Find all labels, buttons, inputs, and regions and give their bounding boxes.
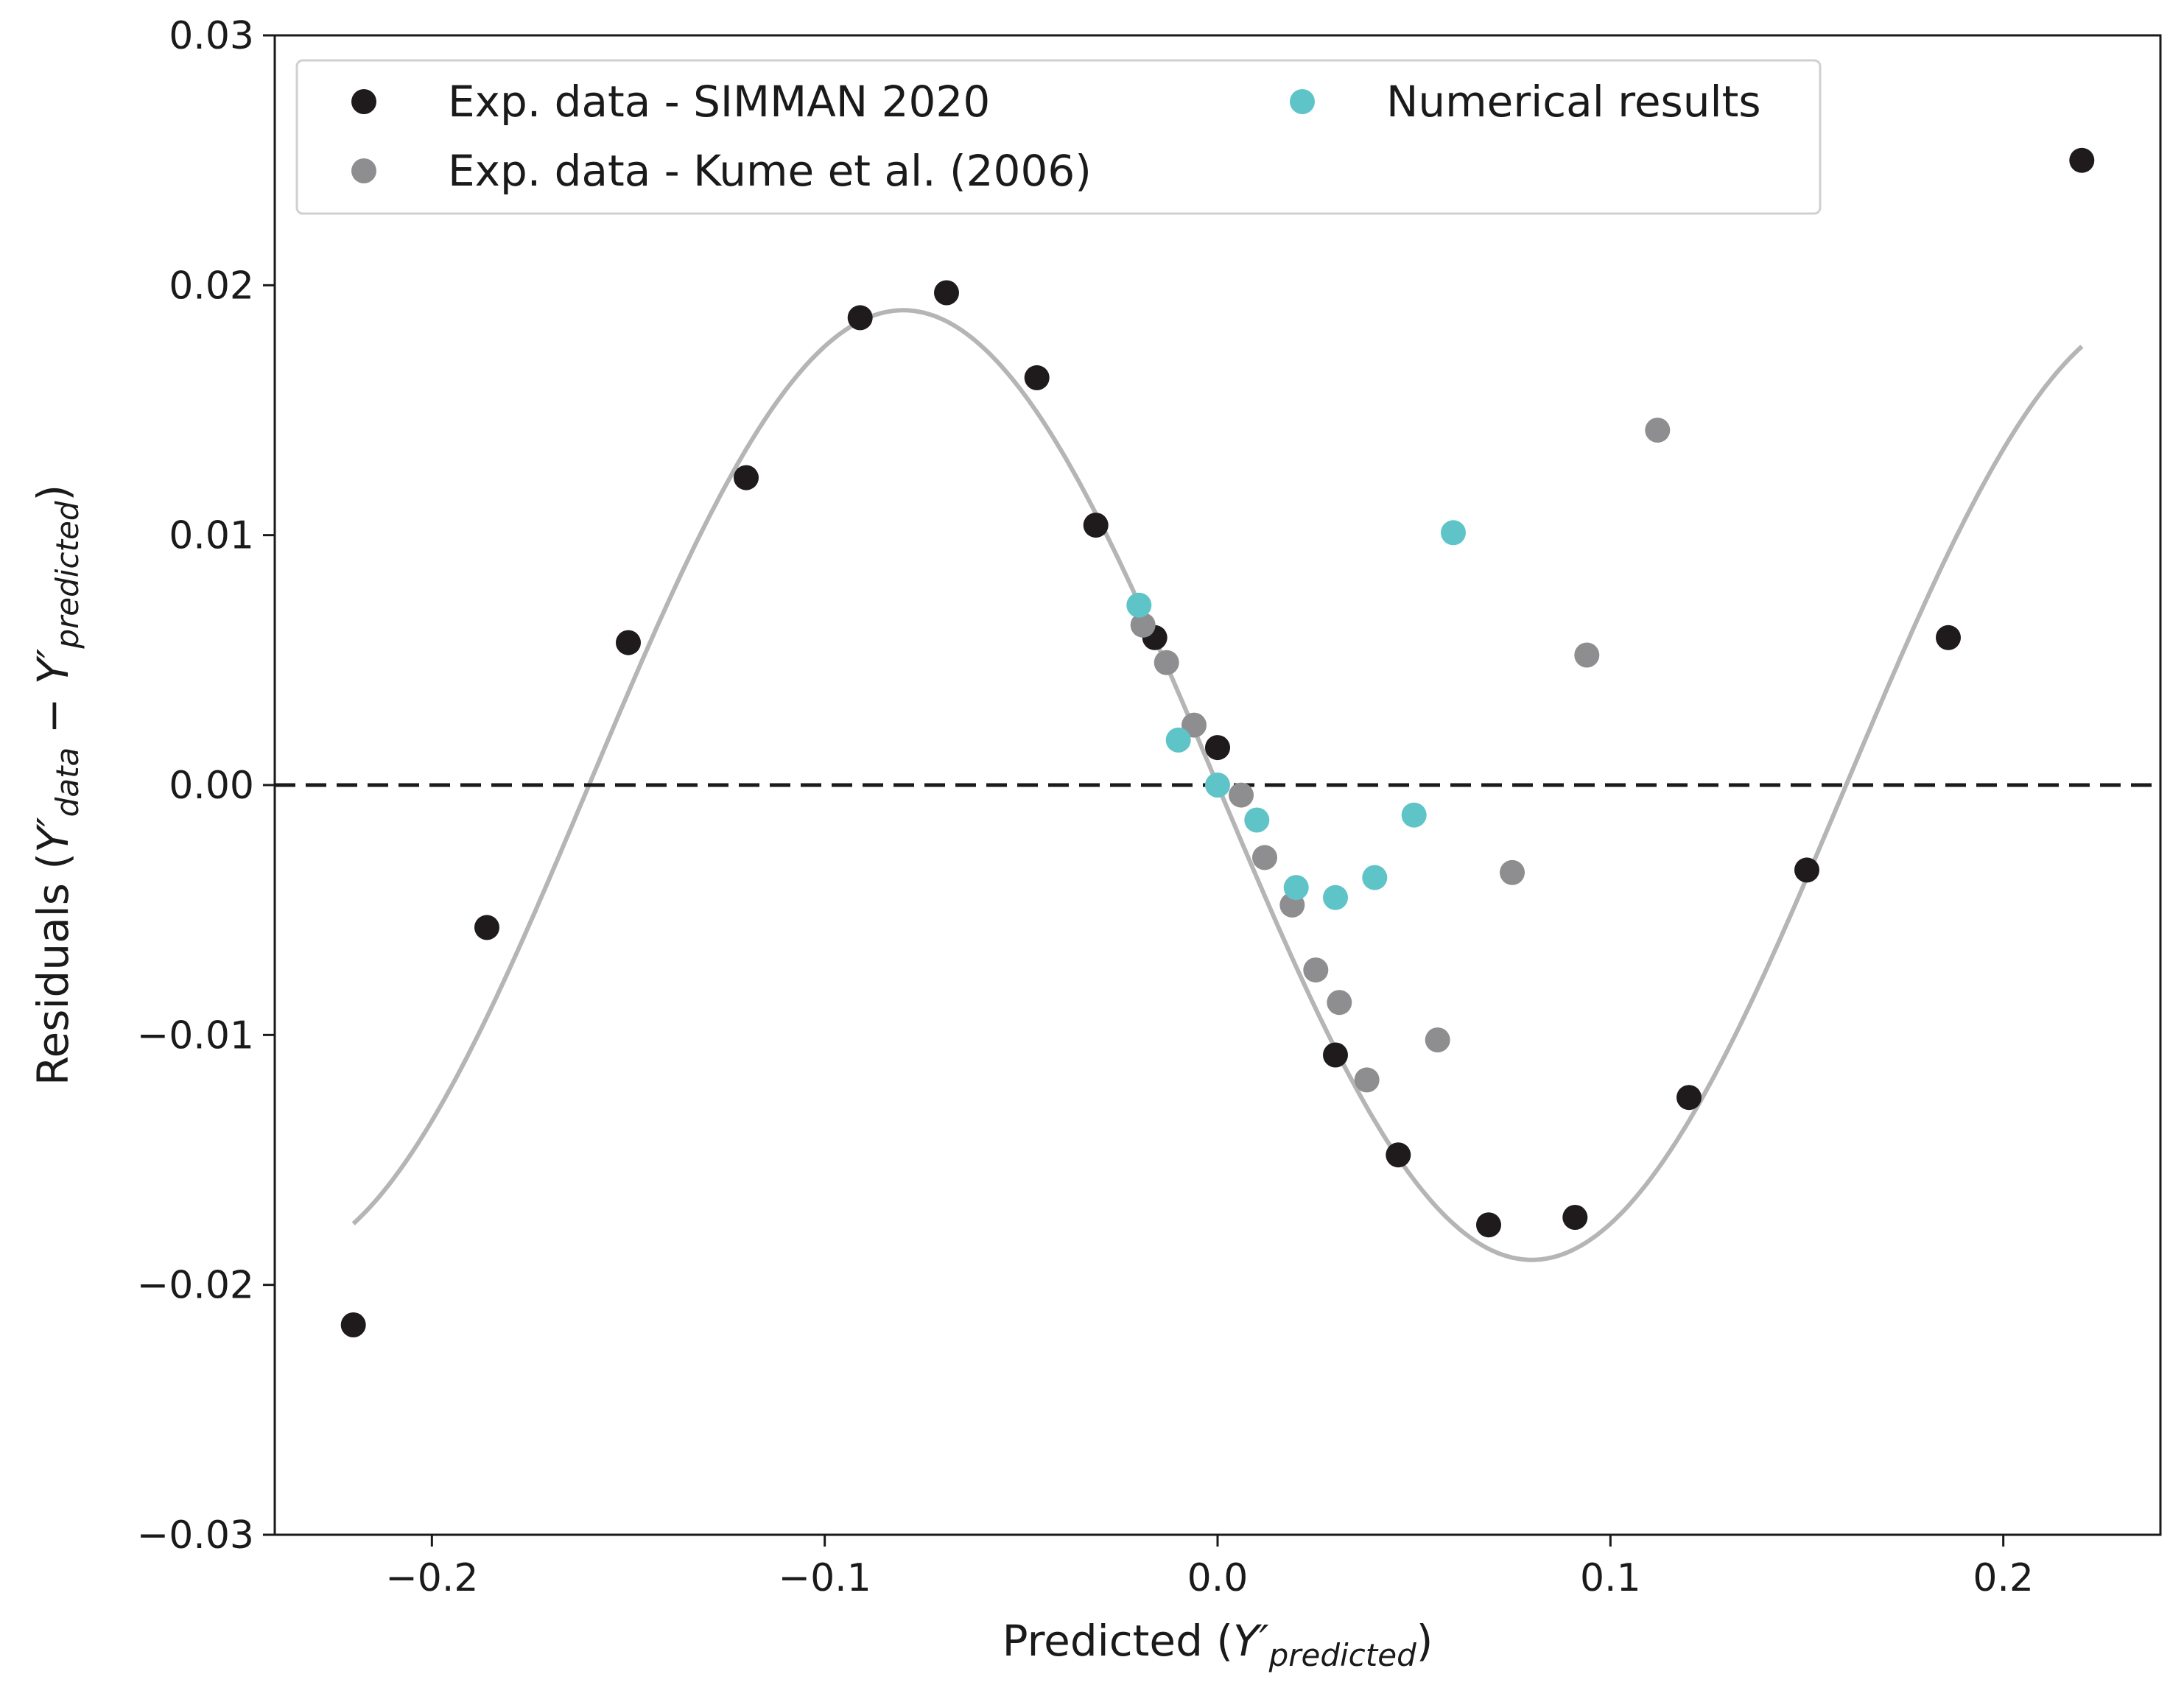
data-point xyxy=(1354,1067,1380,1093)
x-axis-label: Predicted (Y′predicted) xyxy=(1003,1616,1433,1673)
series-0 xyxy=(340,147,2095,1337)
y-tick-label: 0.02 xyxy=(169,264,254,308)
data-point xyxy=(1362,865,1388,890)
data-point xyxy=(1676,1085,1702,1111)
data-point xyxy=(1283,875,1309,901)
y-tick-label: 0.00 xyxy=(169,764,254,808)
data-point xyxy=(1401,802,1427,828)
y-tick-label: 0.03 xyxy=(169,14,254,58)
data-point xyxy=(1024,365,1050,390)
data-point xyxy=(1441,520,1466,546)
data-point xyxy=(1386,1142,1411,1168)
data-point xyxy=(1500,859,1525,885)
data-point xyxy=(1323,884,1348,910)
data-point xyxy=(1229,782,1254,808)
legend-label-kume: Exp. data - Kume et al. (2006) xyxy=(448,146,1092,196)
y-tick-label: 0.01 xyxy=(169,514,254,558)
series-2 xyxy=(1126,520,1466,910)
legend: Exp. data - SIMMAN 2020 Exp. data - Kume… xyxy=(295,59,1822,215)
y-tick-label: −0.01 xyxy=(137,1013,254,1058)
y-axis-ticks: −0.03 −0.02 −0.01 0.00 0.01 0.02 0.03 xyxy=(137,14,275,1558)
legend-box xyxy=(295,59,1822,215)
data-point xyxy=(847,305,873,331)
data-point xyxy=(1425,1027,1450,1053)
data-point xyxy=(340,1312,366,1337)
data-point xyxy=(474,915,499,940)
y-tick-label: −0.03 xyxy=(137,1513,254,1558)
legend-marker-simman xyxy=(351,89,376,114)
data-point xyxy=(1303,957,1329,983)
data-point xyxy=(2069,147,2095,173)
x-tick-label: 0.0 xyxy=(1187,1556,1249,1600)
data-points-layer xyxy=(340,147,2095,1337)
data-point xyxy=(1252,845,1277,870)
data-point xyxy=(734,465,759,490)
data-point xyxy=(1244,807,1270,833)
data-point xyxy=(1130,612,1156,638)
data-point xyxy=(1562,1205,1588,1230)
data-point xyxy=(1645,418,1671,443)
data-point xyxy=(1794,857,1819,883)
x-tick-label: −0.2 xyxy=(385,1556,478,1600)
data-point xyxy=(1327,990,1352,1016)
data-point xyxy=(1126,592,1152,618)
data-point xyxy=(1165,727,1191,753)
data-point xyxy=(1323,1042,1348,1068)
data-point xyxy=(1205,773,1230,798)
data-point xyxy=(1574,642,1600,668)
legend-marker-kume xyxy=(351,158,376,183)
y-axis-label: Residuals (Y′data − Y′predicted) xyxy=(28,485,85,1086)
legend-label-simman: Exp. data - SIMMAN 2020 xyxy=(448,77,990,127)
legend-label-numerical: Numerical results xyxy=(1386,77,1761,127)
data-point xyxy=(1936,625,1961,650)
data-point xyxy=(1476,1212,1501,1238)
x-axis-ticks: −0.2 −0.1 0.0 0.1 0.2 xyxy=(385,1535,2034,1600)
x-tick-label: −0.1 xyxy=(779,1556,871,1600)
data-point xyxy=(1083,513,1109,538)
data-point xyxy=(616,630,641,655)
data-point xyxy=(934,280,959,306)
legend-marker-numerical xyxy=(1290,89,1315,114)
y-tick-label: −0.02 xyxy=(137,1264,254,1308)
x-tick-label: 0.2 xyxy=(1973,1556,2034,1600)
data-point xyxy=(1154,650,1179,675)
data-point xyxy=(1205,735,1230,761)
data-point xyxy=(1181,712,1207,738)
x-tick-label: 0.1 xyxy=(1580,1556,1641,1600)
